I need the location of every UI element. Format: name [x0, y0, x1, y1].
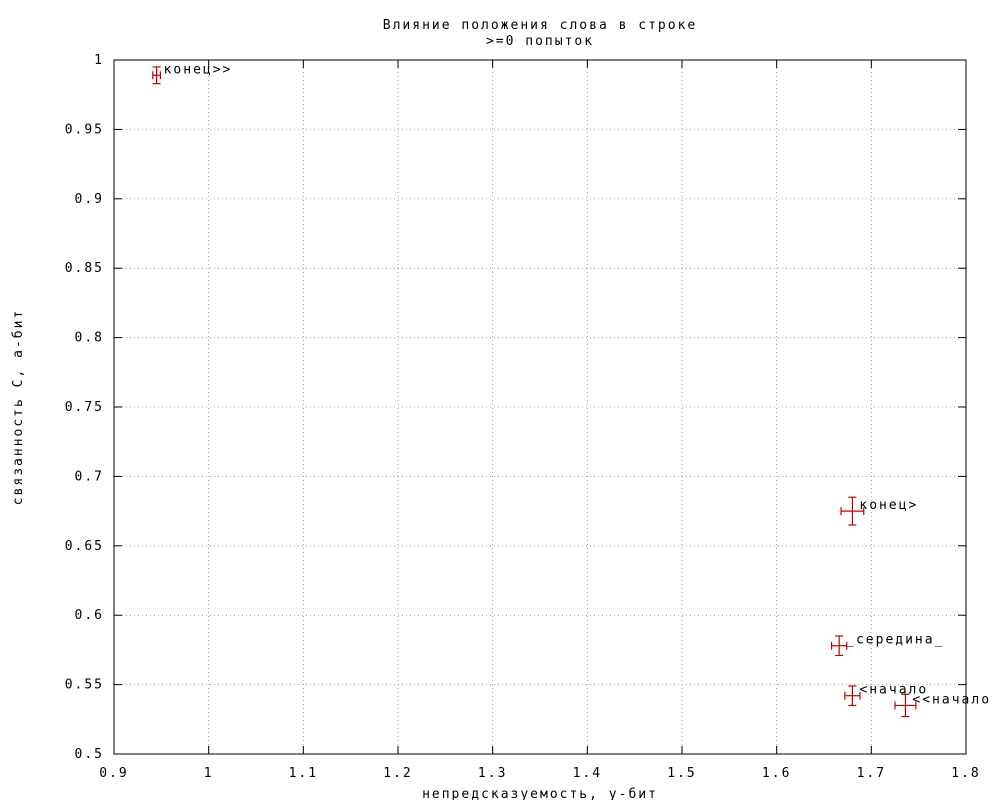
point-label: конец> — [859, 498, 918, 513]
y-tick-label: 1 — [94, 53, 104, 68]
data-point: <<начало — [894, 692, 991, 718]
y-tick-label: 0.95 — [65, 122, 104, 137]
x-tick-label: 0.9 — [99, 766, 128, 781]
x-tick-label: 1 — [204, 766, 214, 781]
y-tick-label: 0.85 — [65, 261, 104, 276]
axis-ticks: 0.9 1 1.1 1.2 1.3 1.4 1.5 1.6 1.7 1.8 0.5 0.55 0.6 0.… — [65, 53, 980, 781]
data-point: конец>> — [152, 62, 233, 85]
y-tick-label: 0.65 — [65, 539, 104, 554]
x-tick-label: 1.3 — [478, 766, 507, 781]
data-points: конец>> конец> _середина_ <начало<<начало — [152, 62, 991, 718]
y-tick-label: 0.55 — [65, 678, 104, 693]
y-axis-label: связанность С, а-бит — [11, 309, 26, 506]
grid — [114, 60, 966, 754]
data-point: _середина_ — [830, 633, 944, 657]
y-tick-label: 0.8 — [75, 331, 104, 346]
y-tick-label: 0.7 — [75, 469, 104, 484]
x-tick-label: 1.4 — [573, 766, 602, 781]
point-label: конец>> — [164, 62, 233, 77]
x-tick-label: 1.1 — [289, 766, 318, 781]
x-tick-label: 1.2 — [383, 766, 412, 781]
chart-subtitle: >=0 попыток — [486, 34, 594, 49]
data-point: конец> — [840, 496, 918, 526]
y-tick-label: 0.75 — [65, 400, 104, 415]
y-tick-label: 0.9 — [75, 192, 104, 207]
x-tick-label: 1.8 — [951, 766, 980, 781]
chart-title: Влияние положения слова в строке — [383, 18, 697, 33]
plot-frame — [113, 59, 967, 755]
point-label: <<начало — [912, 692, 991, 707]
point-label: _середина_ — [846, 633, 944, 648]
x-tick-label: 1.5 — [667, 766, 696, 781]
x-tick-label: 1.6 — [762, 766, 791, 781]
point-label: <начало — [859, 683, 928, 698]
y-tick-label: 0.5 — [75, 747, 104, 762]
x-tick-label: 1.7 — [857, 766, 886, 781]
y-tick-label: 0.6 — [75, 608, 104, 623]
data-point: <начало — [844, 683, 928, 707]
x-axis-label: непредсказуемость, у-бит — [422, 787, 658, 800]
